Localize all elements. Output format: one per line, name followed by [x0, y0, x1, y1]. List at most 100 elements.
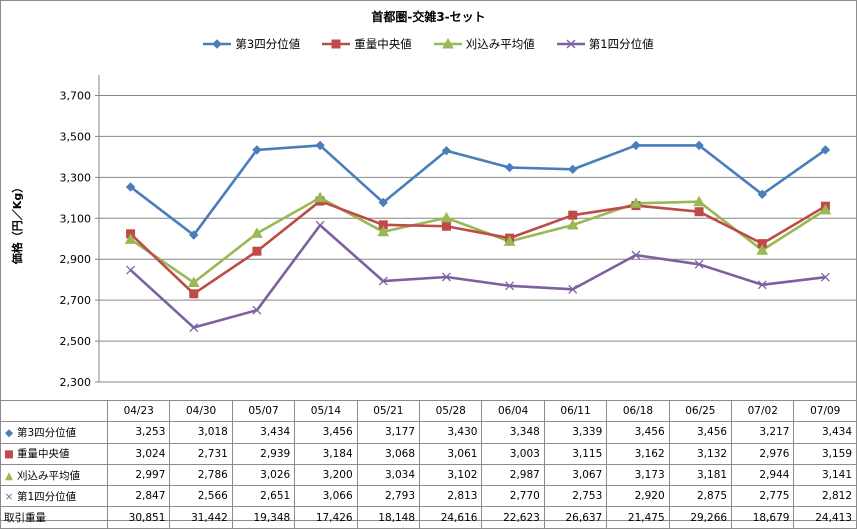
table-series-marker: ◆ [4, 426, 14, 439]
data-point-stroke [189, 323, 199, 333]
table-cell: 3,348 [481, 421, 545, 444]
table-cell: 24,616 [419, 506, 483, 529]
data-point [694, 140, 704, 151]
data-point [441, 272, 451, 282]
table-cell: 2,987 [481, 463, 545, 487]
table-row: ▲ 刈込み平均値 2,997 2,786 3,026 3,200 3,034 3,102 2,9… [0, 463, 857, 487]
data-point [124, 233, 137, 244]
legend-swatch [556, 39, 585, 49]
table-cell: 3,177 [356, 421, 421, 444]
plot-area: 2,300 2,500 2,700 2,900 3,100 3,300 3,500 3,700 [60, 75, 856, 389]
x-tick-label: 06/11 [543, 399, 608, 423]
table-cell: 22,623 [481, 506, 545, 529]
table-cell: 2,812 [793, 485, 857, 508]
y-tick-label: 2,300 [60, 376, 92, 389]
data-point [505, 281, 515, 291]
y-tick-label: 2,700 [60, 294, 92, 307]
data-point [189, 289, 199, 299]
y-tick-label: 3,100 [60, 212, 92, 225]
data-point [189, 323, 199, 333]
table-cell: 3,456 [606, 421, 670, 444]
table-row-header: ▲ 刈込み平均値 [0, 463, 108, 487]
data-point [694, 207, 704, 217]
table-row-volume: 取引重量 30,851 31,442 19,348 17,426 18,148 24,616… [0, 506, 857, 529]
table-cell: 2,813 [419, 485, 483, 508]
table-cell: 3,066 [294, 485, 358, 508]
table-cell: 3,200 [294, 463, 358, 487]
data-point-stroke [694, 259, 704, 269]
table-cell: 3,434 [231, 421, 296, 444]
table-cell: 2,731 [169, 442, 233, 465]
legend-label: 第1四分位値 [588, 37, 654, 51]
table-cell: 3,102 [419, 463, 483, 487]
x-tick-label: 06/04 [481, 399, 545, 423]
series-line [129, 196, 827, 284]
x-tick-label: 06/18 [606, 399, 670, 423]
table-row-header: ■ 重量中央値 [0, 442, 108, 465]
table-cell: 3,430 [419, 421, 483, 444]
table-cell: 3,132 [668, 442, 733, 465]
table-cell: 2,775 [731, 485, 795, 508]
data-point [378, 276, 388, 286]
table-cell: 3,061 [419, 442, 483, 465]
table-cell: 2,944 [731, 463, 795, 487]
legend-swatch [433, 38, 462, 49]
data-point [819, 203, 832, 215]
data-point-stroke [441, 272, 451, 282]
table-cell: 3,068 [356, 442, 421, 465]
table-cell: 3,181 [668, 463, 733, 487]
data-point [315, 140, 325, 151]
data-table: 04/23 04/30 05/07 05/14 05/21 05/28 06/04 06/11… [0, 399, 857, 529]
table-series-name: 第1四分位値 [17, 490, 77, 503]
table-cell: 2,847 [106, 485, 171, 508]
x-tick-label: 04/30 [169, 399, 233, 423]
data-point [631, 250, 641, 260]
legend-marker [331, 39, 341, 49]
table-series-marker: × [4, 490, 14, 503]
table-series-marker: ▲ [4, 469, 14, 482]
table-series-marker: ■ [4, 448, 14, 461]
table-cell: 3,115 [543, 442, 608, 465]
table-cell: 3,456 [294, 421, 358, 444]
legend-item: 第1四分位値 [556, 36, 654, 52]
x-tick-label: 07/02 [731, 399, 795, 423]
legend-item: 刈込み平均値 [433, 36, 535, 52]
table-cell: 3,173 [606, 463, 670, 487]
table-row: ■ 重量中央値 3,024 2,731 2,939 3,184 3,068 3,061 3,00… [0, 442, 857, 465]
x-tick-label: 05/14 [294, 399, 358, 423]
x-tick-label: 06/25 [668, 399, 733, 423]
series-line [129, 223, 826, 329]
x-tick-label: 05/28 [419, 399, 483, 423]
table-cell: 3,067 [543, 463, 608, 487]
data-point [757, 189, 767, 200]
data-point-stroke [757, 280, 767, 290]
data-point [503, 235, 516, 246]
legend: 第3四分位値 重量中央値 刈込み平均値 第1四分位値 [0, 36, 857, 52]
table-cell: 2,875 [668, 485, 733, 508]
data-point [568, 164, 578, 175]
data-point [252, 305, 262, 315]
table-cell: 26,637 [543, 506, 608, 529]
data-point [757, 280, 767, 290]
table-cell: 19,348 [231, 506, 296, 529]
data-point-stroke [315, 220, 325, 230]
table-cell: 24,413 [793, 506, 857, 529]
data-point [441, 146, 452, 156]
table-cell: 17,426 [294, 506, 358, 529]
data-point [252, 145, 262, 155]
data-point-stroke [378, 276, 388, 286]
table-cell: 2,566 [169, 485, 233, 508]
table-cell: 2,786 [169, 463, 233, 487]
data-point-stroke [505, 281, 515, 291]
data-point [566, 218, 579, 230]
y-tick-label: 2,900 [60, 253, 92, 266]
table-cell: 3,253 [106, 421, 171, 444]
legend-marker-stroke [566, 39, 576, 49]
table-cell: 3,159 [793, 442, 857, 465]
series-line [129, 144, 827, 237]
table-cell: 3,162 [606, 442, 670, 465]
table-cell: 3,434 [793, 421, 857, 444]
legend-marker [212, 39, 223, 49]
data-point [441, 221, 451, 231]
data-point [820, 145, 831, 155]
